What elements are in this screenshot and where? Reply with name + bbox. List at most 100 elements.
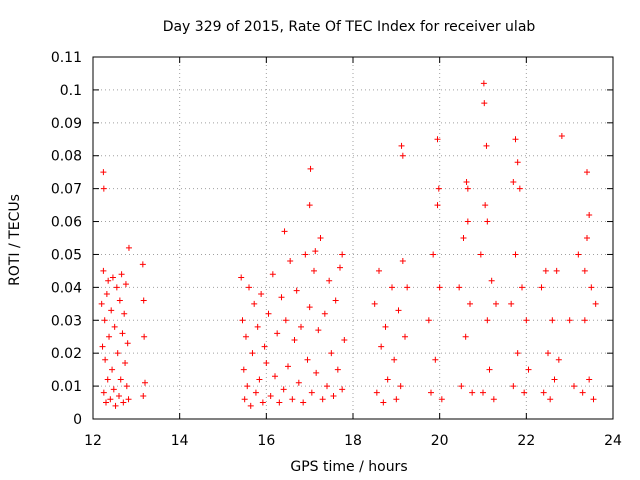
data-point <box>300 399 307 406</box>
data-point <box>252 389 259 396</box>
data-point <box>488 277 495 284</box>
data-point <box>315 327 322 334</box>
data-point <box>547 396 554 403</box>
data-points <box>98 80 599 409</box>
data-point <box>249 350 256 357</box>
y-tick-label: 0.07 <box>51 182 82 198</box>
data-point <box>508 300 515 307</box>
data-point <box>140 297 147 304</box>
data-point <box>428 389 434 396</box>
data-point <box>238 274 245 281</box>
data-point <box>493 300 499 307</box>
data-point <box>122 281 129 288</box>
data-point <box>317 235 324 241</box>
data-point <box>267 392 274 399</box>
data-point <box>306 304 313 311</box>
data-point <box>117 376 124 383</box>
data-point <box>382 323 389 330</box>
data-point <box>263 360 270 367</box>
data-point <box>321 310 328 317</box>
data-point <box>319 396 326 403</box>
data-point <box>404 284 411 291</box>
data-point <box>553 267 560 274</box>
data-point <box>98 300 105 307</box>
data-point <box>330 392 337 399</box>
data-point <box>285 363 291 370</box>
data-point <box>265 310 272 317</box>
data-point <box>571 383 577 390</box>
data-point <box>395 307 402 314</box>
y-tick-label: 0.04 <box>51 280 82 296</box>
data-point <box>274 330 281 337</box>
data-point <box>398 142 405 149</box>
data-point <box>312 248 319 255</box>
data-point <box>111 323 118 330</box>
data-point <box>261 343 268 350</box>
data-point <box>483 142 490 149</box>
data-point <box>464 218 471 225</box>
data-point <box>438 396 445 403</box>
grid <box>93 57 613 419</box>
x-tick-label: 18 <box>344 433 362 449</box>
data-point <box>482 202 489 209</box>
data-point <box>399 258 406 265</box>
data-point <box>436 284 443 291</box>
data-point <box>566 317 573 324</box>
data-point <box>239 317 246 324</box>
data-point <box>510 383 517 390</box>
data-point <box>434 136 441 143</box>
data-point <box>542 267 549 274</box>
data-point <box>109 366 116 373</box>
data-point <box>326 277 333 284</box>
data-point <box>512 251 519 258</box>
y-tick-label: 0.02 <box>51 346 82 362</box>
data-point <box>302 251 309 258</box>
data-point <box>378 343 385 350</box>
y-tick-label: 0.08 <box>51 149 82 165</box>
data-point <box>463 179 470 186</box>
data-point <box>141 333 148 340</box>
data-point <box>251 300 258 307</box>
data-point <box>276 399 283 406</box>
data-point <box>242 333 249 340</box>
data-point <box>116 297 123 304</box>
data-point <box>106 333 113 340</box>
data-point <box>110 386 117 393</box>
data-point <box>484 317 491 324</box>
axes: 12 14 16 18 20 22 24 0 0.01 0.02 0.03 0.04 0.05 0.06 0… <box>51 50 622 449</box>
data-point <box>389 284 395 291</box>
data-point <box>259 399 266 406</box>
data-point <box>514 159 521 166</box>
data-point <box>339 386 346 393</box>
data-point <box>278 294 285 301</box>
data-point <box>103 399 109 406</box>
data-point <box>140 392 147 399</box>
data-point <box>586 376 593 383</box>
data-point <box>510 179 517 186</box>
data-point <box>125 244 132 251</box>
data-point <box>118 271 125 278</box>
data-point <box>584 235 590 241</box>
data-point <box>391 356 398 363</box>
data-point <box>287 258 294 265</box>
data-point <box>434 202 441 209</box>
data-point <box>588 284 595 291</box>
data-point <box>397 383 404 390</box>
data-point <box>293 287 300 294</box>
y-tick-label: 0.11 <box>51 50 82 66</box>
data-point <box>123 383 130 390</box>
data-point <box>592 300 599 307</box>
data-point <box>114 350 121 357</box>
data-point <box>291 337 298 344</box>
y-tick-label: 0.1 <box>60 83 82 99</box>
x-tick-label: 24 <box>604 433 622 449</box>
data-point <box>142 379 148 386</box>
data-point <box>139 261 146 268</box>
data-point <box>575 251 582 258</box>
data-point <box>112 402 119 409</box>
x-tick-label: 16 <box>257 433 275 449</box>
data-point <box>516 185 523 192</box>
data-point <box>525 366 532 373</box>
data-point <box>269 271 276 278</box>
data-point <box>339 251 346 258</box>
